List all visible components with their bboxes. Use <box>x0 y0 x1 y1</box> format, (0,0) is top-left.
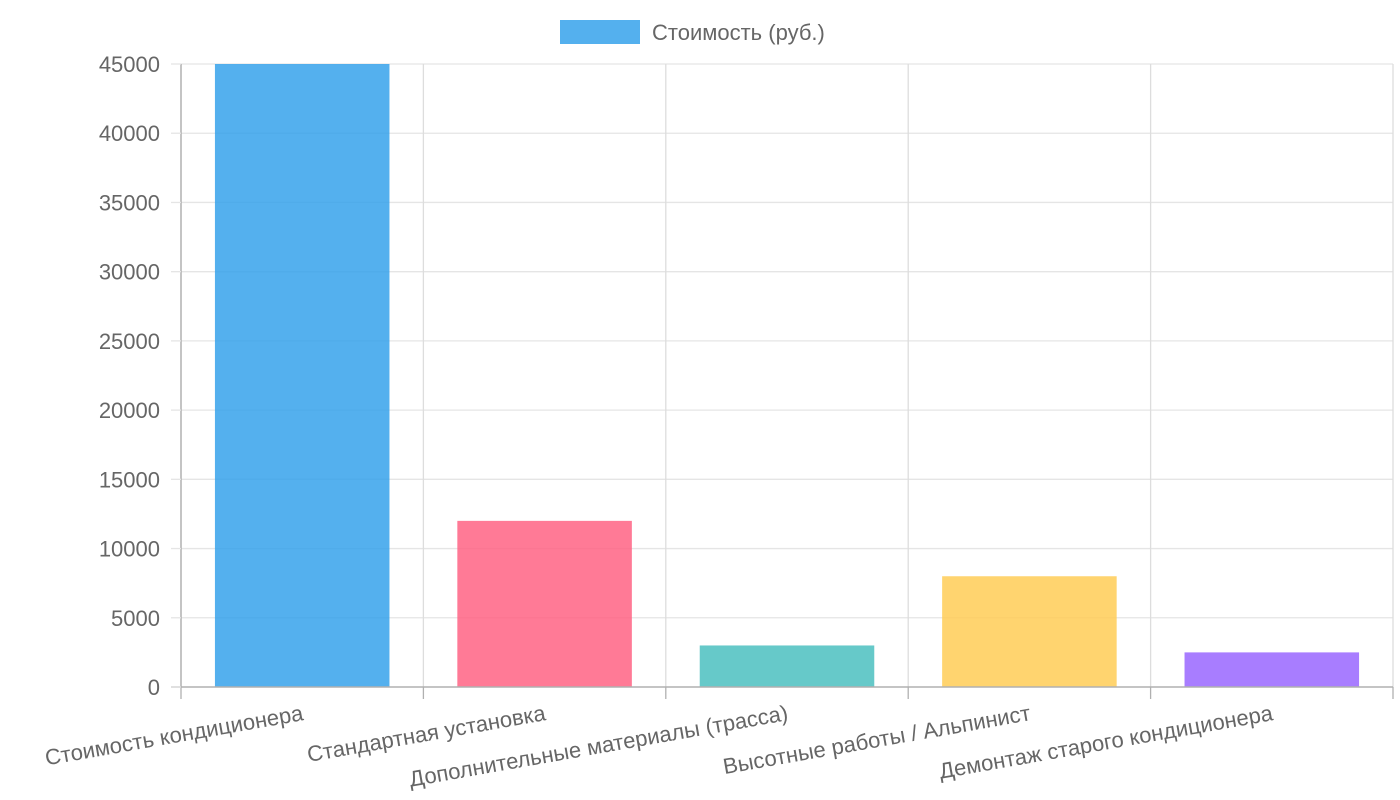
legend-swatch[interactable] <box>560 20 640 44</box>
y-tick-label: 20000 <box>99 398 160 423</box>
axes <box>171 64 1394 699</box>
y-tick-label: 0 <box>148 675 160 700</box>
y-axis-ticks: 0 5000 10000 15000 20000 25000 30000 35000 40000… <box>99 52 181 700</box>
y-tick-label: 10000 <box>99 537 160 562</box>
x-axis-labels: Стоимость кондиционера Стандартная устано… <box>43 700 1275 791</box>
bar[interactable] <box>457 520 632 687</box>
legend-label[interactable]: Стоимость (руб.) <box>652 20 825 45</box>
legend[interactable]: Стоимость (руб.) <box>560 20 825 45</box>
x-tick-label: Стоимость кондиционера <box>43 700 306 770</box>
bar[interactable] <box>1184 652 1360 687</box>
y-tick-label: 15000 <box>99 467 160 492</box>
bar[interactable] <box>214 64 390 687</box>
y-tick-label: 30000 <box>99 260 160 285</box>
y-tick-label: 25000 <box>99 329 160 354</box>
bar[interactable] <box>942 576 1117 687</box>
y-tick-label: 45000 <box>99 52 160 77</box>
bar[interactable] <box>699 645 875 687</box>
y-tick-label: 5000 <box>111 606 160 631</box>
bars <box>214 64 1360 687</box>
y-tick-label: 35000 <box>99 190 160 215</box>
y-tick-label: 40000 <box>99 121 160 146</box>
